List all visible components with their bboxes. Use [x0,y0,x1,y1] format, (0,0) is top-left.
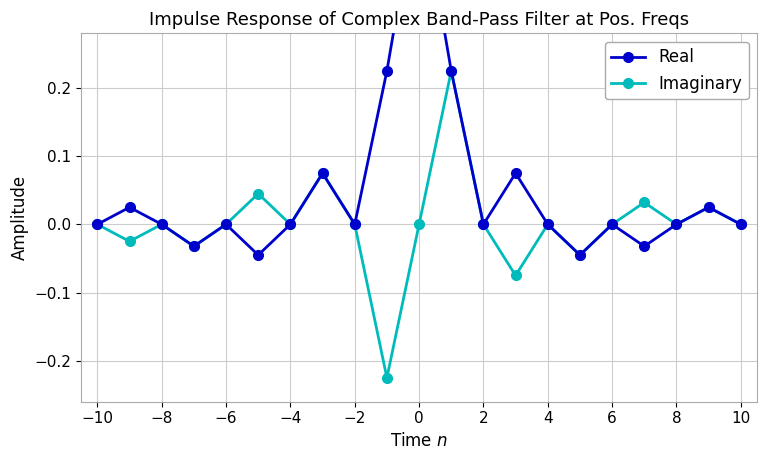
Imaginary [382,375,392,381]
Legend: Real, Imaginary: Real, Imaginary [605,42,749,100]
Real [511,171,520,176]
Line: Real: Real [92,0,746,260]
Real [704,205,713,210]
Real [157,222,167,227]
Imaginary [318,171,327,176]
Real [125,205,134,210]
Real [737,222,746,227]
Real [478,222,488,227]
Real [575,252,584,258]
Imaginary [511,273,520,278]
Imaginary [189,243,198,249]
Y-axis label: Amplitude: Amplitude [11,175,29,260]
Real [543,222,552,227]
Real [672,222,681,227]
Imaginary [607,222,617,227]
Real [382,68,392,74]
Imaginary [157,222,167,227]
Imaginary [575,252,584,258]
Real [286,222,295,227]
Imaginary [543,222,552,227]
Imaginary [93,222,102,227]
Imaginary [350,222,359,227]
Imaginary [478,222,488,227]
Imaginary [253,191,263,196]
Real [350,222,359,227]
Real [189,243,198,249]
Imaginary [704,205,713,210]
Real [253,252,263,258]
Imaginary [125,239,134,244]
Imaginary [447,68,456,74]
Real [318,171,327,176]
Imaginary [286,222,295,227]
Title: Impulse Response of Complex Band-Pass Filter at Pos. Freqs: Impulse Response of Complex Band-Pass Fi… [149,11,689,29]
X-axis label: Time $n$: Time $n$ [390,432,448,450]
Real [447,68,456,74]
Imaginary [737,222,746,227]
Real [221,222,230,227]
Real [640,243,649,249]
Imaginary [672,222,681,227]
Imaginary [415,222,424,227]
Line: Imaginary: Imaginary [92,66,746,383]
Imaginary [221,222,230,227]
Imaginary [640,200,649,205]
Real [607,222,617,227]
Real [93,222,102,227]
